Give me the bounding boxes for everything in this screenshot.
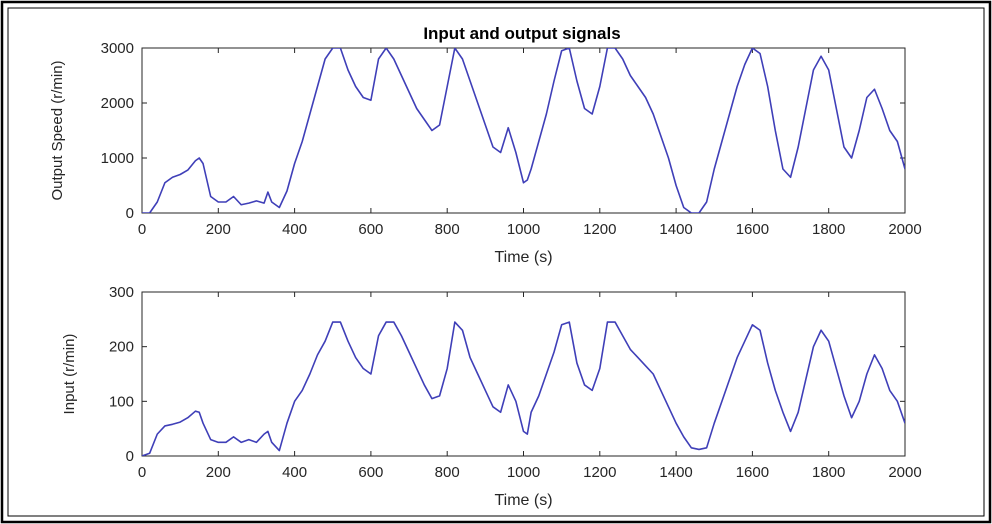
figure-title: Input and output signals [423,24,620,43]
x-tick-label: 400 [282,464,307,481]
y-tick-label: 0 [126,205,134,222]
y-tick-label: 300 [109,284,134,301]
plot-input: 0 200 400 600 800 1000 1200 1400 1600 1800 2000 0 10… [61,284,922,509]
x-tick-label: 0 [138,221,146,238]
x-tick-label: 1200 [583,221,616,238]
x-tick-label: 1800 [812,221,845,238]
x-tick-label: 1600 [736,464,769,481]
x-tick-label: 600 [358,464,383,481]
x-tick-label: 1000 [507,464,540,481]
x-tick-label: 1000 [507,221,540,238]
y-tick-label: 2000 [101,95,134,112]
axes-box [141,47,906,214]
x-tick-label: 1400 [659,221,692,238]
y-tick-label: 0 [126,448,134,465]
x-tick-label: 1400 [659,464,692,481]
x-tick-label: 1200 [583,464,616,481]
x-tick-label: 800 [435,464,460,481]
x-tick-label: 200 [206,464,231,481]
x-tick-label: 400 [282,221,307,238]
x-axis-label: Time (s) [494,249,552,266]
y-axis-label: Input (r/min) [61,334,78,415]
y-tick-label: 200 [109,339,134,356]
x-tick-label: 0 [138,464,146,481]
y-tick-label: 100 [109,393,134,410]
inner-border [7,7,985,517]
y-tick-label: 1000 [101,150,134,167]
x-tick-label: 600 [358,221,383,238]
series-line [142,48,905,213]
y-axis-label: Output Speed (r/min) [49,60,66,200]
x-tick-label: 2000 [888,464,921,481]
series-line [142,321,905,456]
x-tick-label: 200 [206,221,231,238]
x-axis-label: Time (s) [494,492,552,509]
x-tick-label: 800 [435,221,460,238]
x-tick-label: 2000 [888,221,921,238]
plot-output-speed: 0 200 400 600 800 1000 1200 1400 1600 1800 2000 0 10… [49,40,922,266]
y-tick-label: 3000 [101,40,134,57]
x-tick-label: 1600 [736,221,769,238]
x-tick-label: 1800 [812,464,845,481]
